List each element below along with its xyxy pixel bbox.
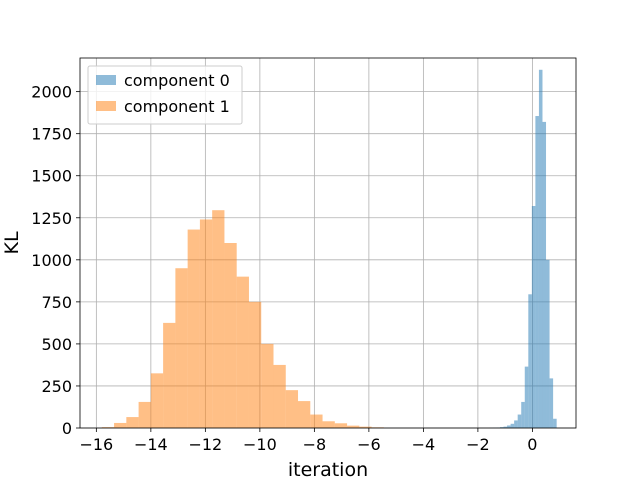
histogram-bar-component-1 <box>334 423 348 428</box>
histogram-bar-component-1 <box>187 229 200 428</box>
y-tick-label: 1750 <box>31 125 72 144</box>
y-tick-label: 750 <box>41 293 72 312</box>
histogram-bar-component-0 <box>531 206 536 428</box>
histogram-bar-component-1 <box>347 425 360 428</box>
histogram-bar-component-1 <box>322 421 335 428</box>
histogram-bar-component-1 <box>150 373 164 428</box>
x-tick-label: −10 <box>243 435 277 454</box>
x-tick-label: −12 <box>188 435 222 454</box>
x-tick-label: −4 <box>412 435 436 454</box>
histogram-bar-component-1 <box>126 417 139 428</box>
y-axis-label: KL <box>1 231 23 254</box>
y-tick-label: 1000 <box>31 251 72 270</box>
histogram-bar-component-1 <box>199 219 213 428</box>
histogram-bar-component-0 <box>514 420 518 428</box>
y-tick-label: 500 <box>41 335 72 354</box>
histogram-bar-component-1 <box>310 414 323 428</box>
histogram-bar-component-1 <box>175 268 188 428</box>
x-tick-label: −8 <box>303 435 327 454</box>
y-tick-label: 1500 <box>31 167 72 186</box>
histogram-bar-component-0 <box>503 426 508 428</box>
histogram-bar-component-1 <box>248 301 262 428</box>
histogram-bar-component-0 <box>546 259 550 428</box>
histogram-bar-component-1 <box>224 243 237 428</box>
histogram-bar-component-0 <box>499 427 504 428</box>
histogram-bar-component-0 <box>507 425 511 428</box>
legend-box <box>87 65 243 125</box>
histogram-bar-component-1 <box>273 364 286 428</box>
plot-frame <box>79 57 577 429</box>
legend-swatch-component-1 <box>96 101 116 111</box>
bars <box>101 69 557 428</box>
histogram-bar-component-0 <box>517 414 522 428</box>
histogram-bar-component-0 <box>510 423 515 428</box>
legend: component 0 component 1 <box>87 65 243 125</box>
histogram-bar-component-1 <box>101 427 115 428</box>
histogram-bar-component-1 <box>114 422 127 428</box>
histogram-bar-component-0 <box>542 121 547 428</box>
histogram-bar-component-0 <box>549 378 554 428</box>
y-tick-label: 2000 <box>31 83 72 102</box>
y-tick-label: 250 <box>41 377 72 396</box>
histogram-bar-component-1 <box>285 390 299 428</box>
histogram-bar-component-0 <box>538 69 543 428</box>
x-tick-label: −16 <box>79 435 113 454</box>
histogram-bar-component-0 <box>528 294 532 428</box>
axis-ticks: −16 −14 −12 −10 −8 −6 −4 −2 0 0 250 500 750 1000 1250 1… <box>31 83 537 454</box>
histogram-bar-component-1 <box>138 401 151 428</box>
x-tick-label: −6 <box>357 435 381 454</box>
histogram-bar-component-1 <box>261 343 274 428</box>
legend-label-component-0: component 0 <box>124 71 230 90</box>
histogram-bar-component-0 <box>521 401 525 428</box>
histogram-bar-component-0 <box>553 418 557 428</box>
histogram-bar-component-0 <box>535 116 539 428</box>
x-axis-label: iteration <box>288 459 368 480</box>
histogram-bar-component-0 <box>524 366 529 428</box>
histogram-bar-component-1 <box>212 210 225 428</box>
legend-swatch-component-0 <box>96 75 116 85</box>
x-tick-label: −14 <box>134 435 168 454</box>
histogram-bar-component-1 <box>298 401 311 428</box>
x-tick-label: 0 <box>527 435 537 454</box>
legend-label-component-1: component 1 <box>124 97 230 116</box>
y-tick-label: 1250 <box>31 209 72 228</box>
histogram-bar-component-1 <box>163 322 176 428</box>
x-tick-label: −2 <box>466 435 490 454</box>
histogram-bar-component-1 <box>359 426 372 428</box>
y-tick-label: 0 <box>62 419 72 438</box>
histogram-bar-component-1 <box>236 276 249 428</box>
